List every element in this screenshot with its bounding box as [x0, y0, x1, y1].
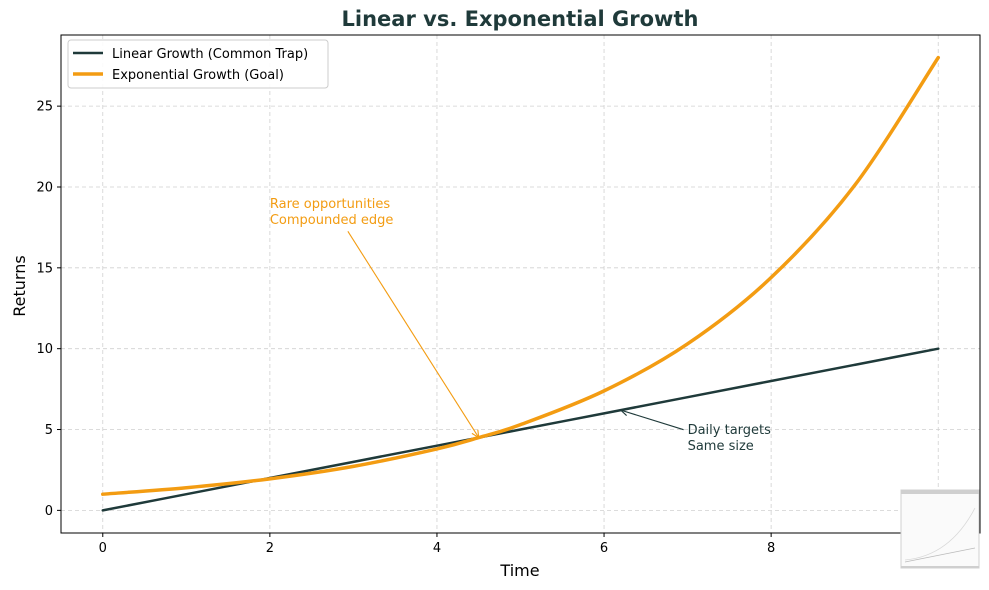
annotation-text-line: Rare opportunities	[270, 197, 391, 212]
thumbnail-frame	[900, 489, 980, 569]
y-tick-label: 20	[36, 180, 53, 195]
y-axis-label: Returns	[10, 255, 29, 316]
thumbnail-header-bar	[901, 490, 979, 494]
chart-title: Linear vs. Exponential Growth	[342, 7, 699, 31]
series	[101, 55, 940, 512]
annotation-arrow-shaft	[347, 231, 480, 438]
y-tick-label: 10	[36, 342, 53, 357]
y-tick-label: 25	[36, 100, 53, 115]
annotation-text-line: Same size	[688, 439, 754, 454]
x-axis-label: Time	[499, 561, 539, 580]
annotation-arrow-shaft	[620, 409, 684, 431]
y-tick-label: 15	[36, 261, 53, 276]
thumbnail-line	[904, 547, 976, 563]
y-tick-label: 5	[45, 423, 53, 438]
series-line-exponential	[101, 55, 940, 496]
annotation-text-line: Compounded edge	[270, 213, 394, 228]
legend: Linear Growth (Common Trap) Exponential …	[67, 39, 329, 89]
x-tick-label: 0	[99, 541, 107, 556]
legend-box	[67, 39, 329, 89]
legend-label-linear: Linear Growth (Common Trap)	[112, 47, 308, 62]
x-tick-label: 4	[433, 541, 441, 556]
y-tick-label: 0	[45, 504, 53, 519]
legend-label-exponential: Exponential Growth (Goal)	[112, 68, 284, 83]
annotation-text-line: Daily targets	[688, 423, 772, 438]
plot-frame	[60, 34, 981, 534]
x-tick-label: 8	[767, 541, 775, 556]
thumbnail-preview	[900, 489, 980, 569]
x-tick-label: 2	[266, 541, 274, 556]
x-tick-label: 6	[600, 541, 608, 556]
grid	[61, 35, 980, 533]
thumbnail-footer-bar	[901, 566, 979, 568]
annotation-arrow-head	[619, 408, 629, 416]
thumbnail-curve	[904, 507, 976, 561]
annotation-arrow-head	[471, 429, 480, 439]
